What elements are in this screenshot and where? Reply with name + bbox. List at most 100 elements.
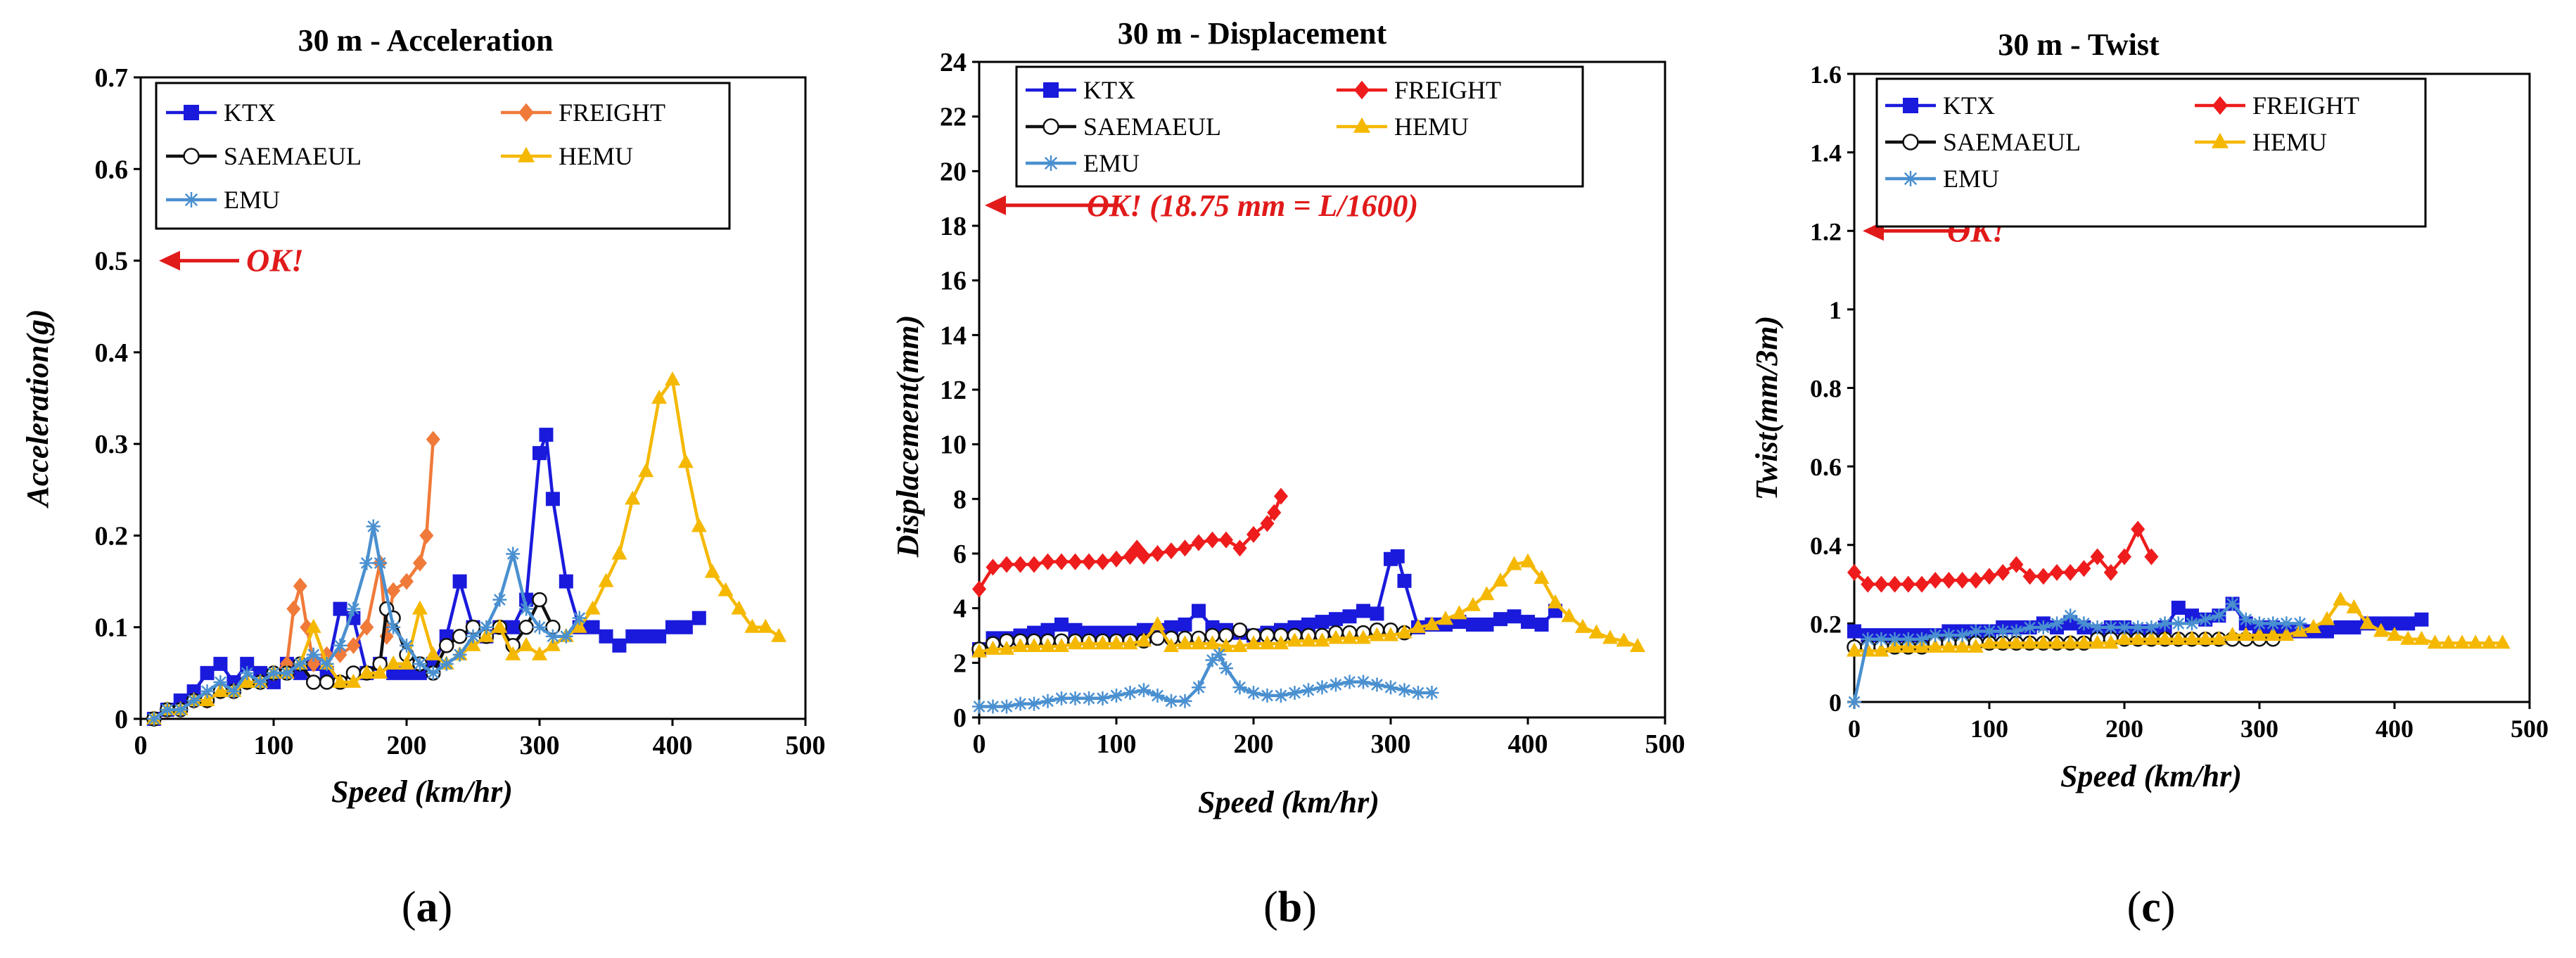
- y-tick-label: 0.1: [95, 613, 129, 643]
- triangle-marker: [2157, 630, 2173, 645]
- y-ticks: 0 0.2 0.4 0.6 0.8 1 1.2 1.4 1.6: [1810, 60, 1854, 717]
- square-marker: [1493, 612, 1507, 627]
- triangle-marker: [2211, 132, 2229, 148]
- square-marker: [1137, 622, 1151, 637]
- star-marker: [1232, 680, 1247, 695]
- star-marker: [2198, 612, 2213, 627]
- star-marker: [1370, 677, 1384, 692]
- star-marker: [1109, 688, 1123, 703]
- circle-marker: [532, 592, 547, 608]
- series-layer: [1847, 520, 2511, 709]
- star-marker: [1301, 683, 1315, 698]
- triangle-marker: [1191, 635, 1206, 650]
- diamond-marker: [2212, 96, 2228, 115]
- diamond-marker: [2103, 563, 2118, 581]
- star-marker: [2103, 620, 2118, 634]
- x-tick-label: 100: [1097, 729, 1137, 759]
- diamond-marker: [1887, 575, 1902, 593]
- x-tick-label: 100: [254, 731, 294, 760]
- triangle-marker: [2359, 615, 2376, 630]
- square-marker: [1329, 612, 1343, 627]
- square-marker: [1040, 622, 1055, 637]
- triangle-marker: [1982, 634, 1997, 649]
- legend-box: [1875, 77, 2427, 228]
- diamond-marker: [1847, 563, 1861, 581]
- legend-item-hemu: HEMU: [1337, 113, 1469, 141]
- series-ktx: [146, 428, 706, 726]
- circle-marker: [438, 638, 454, 653]
- diamond-marker: [1861, 575, 1875, 593]
- star-marker: [1219, 661, 1233, 676]
- legend-item-freight: FREIGHT: [1337, 76, 1501, 104]
- triangle-marker: [518, 637, 535, 651]
- y-tick-label: 0.7: [95, 63, 129, 93]
- triangle-marker: [1396, 624, 1413, 639]
- diamond-marker: [1040, 553, 1055, 570]
- triangle-marker: [638, 463, 654, 478]
- star-marker: [2117, 620, 2131, 634]
- star-marker: [2225, 596, 2240, 611]
- series-line-freight: [978, 495, 1283, 590]
- star-marker: [2266, 616, 2281, 631]
- diamond-marker: [2090, 548, 2105, 566]
- legend-label: EMU: [1943, 165, 1999, 193]
- triangle-marker: [1995, 634, 2011, 649]
- diamond-marker: [2036, 568, 2051, 585]
- triangle-marker: [1424, 615, 1440, 630]
- star-marker: [466, 629, 480, 644]
- x-tick-label: 100: [1970, 715, 2008, 743]
- y-tick-label: 1.6: [1810, 60, 1842, 89]
- y-tick-label: 12: [940, 376, 967, 405]
- x-ticks: 0 100 200 300 400 500: [1848, 702, 2549, 743]
- x-tick-label: 200: [1234, 729, 1274, 759]
- triangle-marker: [611, 545, 627, 560]
- star-marker: [1123, 686, 1137, 701]
- square-marker: [2320, 624, 2334, 639]
- star-marker: [1982, 624, 1996, 639]
- square-marker: [1342, 609, 1357, 624]
- series-emu: [972, 647, 1439, 714]
- chart-title: 30 m - Displacement: [1118, 16, 1387, 51]
- series-hemu: [971, 553, 1645, 658]
- circle-marker: [183, 148, 200, 165]
- star-marker: [1356, 675, 1370, 689]
- triangle-marker: [1602, 630, 1618, 644]
- square-marker: [2387, 616, 2402, 631]
- diamond-marker: [1982, 568, 1996, 585]
- circle-marker: [1902, 134, 1919, 151]
- triangle-marker: [2062, 634, 2079, 649]
- star-marker: [2131, 620, 2145, 634]
- diamond-marker: [1260, 515, 1275, 532]
- square-marker: [386, 665, 401, 680]
- square-marker: [2333, 620, 2348, 634]
- triangle-marker: [532, 646, 547, 660]
- triangle-marker: [1410, 618, 1426, 633]
- triangle-marker: [2333, 591, 2349, 606]
- star-marker: [184, 192, 199, 207]
- series-line-emu: [153, 525, 581, 720]
- circle-marker: [518, 619, 534, 635]
- square-marker: [506, 620, 521, 634]
- star-marker: [1192, 680, 1206, 695]
- triangle-marker: [385, 655, 402, 670]
- square-marker: [1356, 603, 1370, 618]
- triangle-marker: [2454, 634, 2470, 649]
- triangle-marker: [359, 664, 375, 679]
- square-marker: [1534, 617, 1549, 632]
- legend-item-hemu: HEMU: [501, 142, 633, 170]
- star-marker: [1928, 628, 1943, 643]
- diamond-marker: [1192, 534, 1206, 551]
- diamond-marker: [306, 655, 321, 672]
- triangle-marker: [1040, 638, 1056, 653]
- x-tick-label: 500: [2511, 715, 2549, 743]
- triangle-marker: [1968, 638, 1984, 653]
- triangle-marker: [1259, 635, 1275, 650]
- legend-item-hemu: HEMU: [2195, 128, 2327, 156]
- acceleration-chart: 30 m - Acceleration Acceleration(g) Spee…: [20, 23, 826, 809]
- triangle-marker: [1109, 635, 1124, 650]
- star-marker: [1178, 694, 1192, 708]
- star-marker: [1043, 155, 1059, 171]
- star-marker: [227, 684, 241, 698]
- plot-frame: [139, 76, 807, 720]
